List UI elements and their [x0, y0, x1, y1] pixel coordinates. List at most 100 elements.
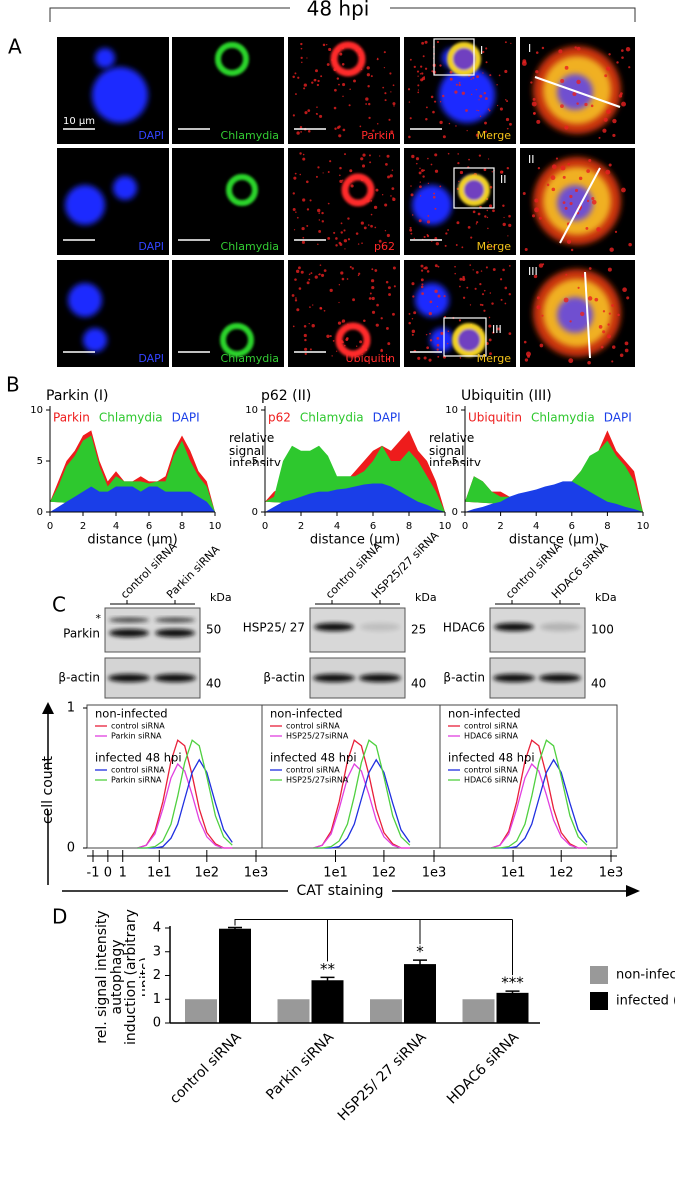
speckle: [376, 58, 379, 61]
speckle: [316, 106, 318, 108]
speckle: [420, 278, 424, 282]
speckle: [444, 244, 447, 247]
speckle: [429, 339, 433, 342]
speckle: [322, 43, 326, 47]
speckle: [411, 282, 415, 286]
speckle: [454, 272, 456, 275]
inset-box: [433, 38, 475, 76]
speckle: [591, 197, 595, 201]
speckle: [446, 342, 449, 345]
speckle: [576, 79, 581, 85]
band: [359, 674, 401, 682]
legend-entry: Chlamydia: [99, 411, 163, 425]
speckle: [436, 343, 440, 347]
x-tick-label: 1e1: [147, 866, 172, 881]
kda-label: kDa: [210, 591, 232, 604]
speckle: [505, 99, 507, 101]
speckle: [318, 212, 320, 214]
speckle: [475, 88, 478, 91]
chart-title: p62 (II): [261, 388, 311, 404]
speckle: [536, 119, 541, 124]
protein-label: HSP25/ 27: [243, 621, 305, 635]
speckle: [365, 103, 368, 105]
speckle: [365, 97, 369, 101]
micrograph: Chlamydia: [172, 260, 284, 367]
inclusion: [330, 41, 366, 77]
speckle: [294, 172, 297, 175]
speckle: [488, 324, 492, 328]
x-tick-label: 1: [119, 866, 127, 881]
speckle: [338, 83, 340, 86]
speckle: [392, 266, 396, 270]
speckle: [320, 75, 323, 78]
speckle: [421, 283, 424, 286]
speckle: [488, 316, 491, 319]
speckle: [347, 238, 351, 241]
speckle: [380, 349, 384, 353]
speckle: [291, 294, 295, 297]
speckle: [427, 157, 429, 160]
speckle: [384, 203, 388, 207]
speckle: [349, 169, 353, 173]
speckle: [564, 125, 569, 130]
speckle: [318, 219, 321, 221]
speckle: [311, 81, 314, 84]
speckle: [458, 81, 461, 84]
y-tick-label: 4: [153, 921, 161, 936]
speckle: [392, 197, 394, 199]
speckle: [509, 122, 512, 126]
speckle: [409, 228, 413, 232]
x-tick-label: 6: [146, 521, 152, 532]
speckle: [491, 171, 493, 173]
band: [360, 623, 400, 631]
speckle: [496, 84, 498, 86]
speckle: [536, 305, 541, 310]
speckle: [611, 360, 614, 363]
band-marker: *: [96, 612, 102, 625]
speckle: [411, 317, 414, 320]
speckle: [483, 91, 486, 95]
speckle: [524, 358, 529, 362]
speckle: [605, 169, 611, 175]
lane-bracket: [110, 600, 195, 605]
speckle: [305, 180, 309, 184]
speckle: [459, 170, 464, 175]
size-label: 25: [411, 623, 426, 637]
y-tick-label: 10: [30, 405, 43, 416]
inset-label: II: [528, 153, 535, 166]
area: [465, 440, 643, 512]
speckle: [374, 269, 378, 272]
speckle: [340, 231, 343, 234]
speckle: [538, 216, 542, 220]
speckle: [475, 271, 479, 274]
speckle: [411, 154, 415, 159]
speckle: [413, 65, 416, 69]
x-tick-label: 1e3: [599, 866, 624, 881]
speckle: [474, 287, 477, 290]
speckle: [497, 327, 501, 331]
speckle: [417, 75, 419, 77]
legend-entry: HDAC6 siRNA: [464, 776, 519, 785]
speckle: [563, 297, 569, 303]
legend-entry: control siRNA: [111, 766, 165, 775]
speckle: [327, 171, 330, 173]
legend-title: infected 48 hpi: [95, 751, 182, 765]
speckle: [606, 66, 611, 71]
speckle: [387, 342, 391, 346]
speckle: [298, 266, 301, 270]
bar: [185, 999, 217, 1023]
band: [155, 629, 195, 637]
x-tick-label: 6: [569, 521, 575, 532]
speckle: [569, 201, 573, 206]
speckle: [498, 74, 501, 77]
speckle: [476, 75, 479, 79]
y-tick-label: 3: [153, 944, 161, 959]
speckle: [384, 229, 387, 232]
speckle: [386, 154, 390, 158]
speckle: [376, 303, 379, 307]
speckle: [481, 304, 484, 307]
legend-entry: Chlamydia: [300, 411, 364, 425]
speckle: [332, 340, 335, 342]
speckle: [485, 47, 488, 50]
speckle: [420, 264, 424, 268]
